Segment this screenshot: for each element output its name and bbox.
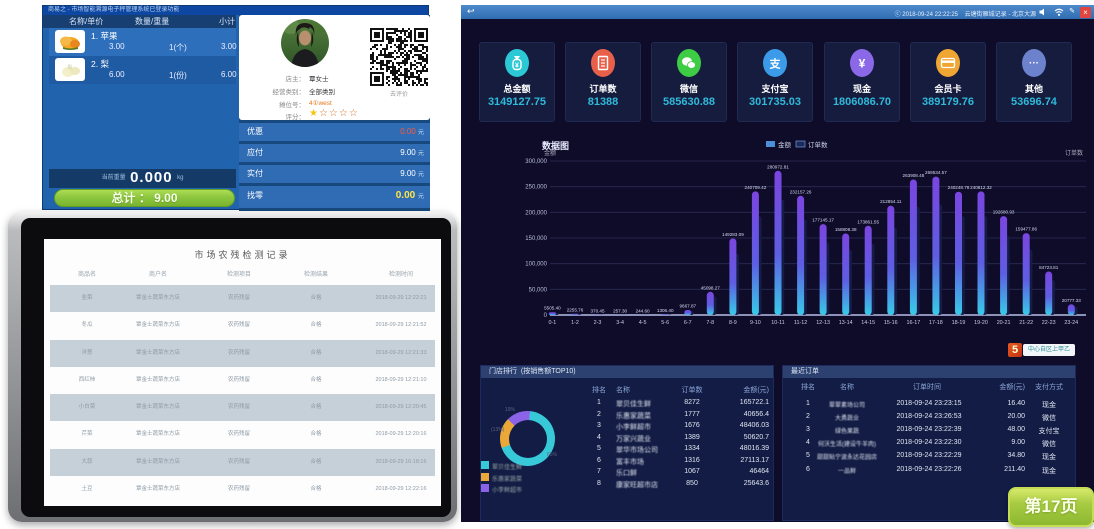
svg-text:23-24: 23-24 (1064, 320, 1078, 326)
svg-text:212854.11: 212854.11 (880, 199, 902, 204)
svg-text:13-14: 13-14 (839, 320, 853, 326)
svg-text:16-17: 16-17 (907, 320, 921, 326)
svg-text:149283.09: 149283.09 (722, 232, 744, 237)
svg-text:7-8: 7-8 (706, 320, 714, 326)
svg-text:5-6: 5-6 (661, 320, 669, 326)
svg-text:梨: 梨 (67, 64, 72, 71)
svg-text:¥: ¥ (515, 63, 519, 70)
svg-text:50,000: 50,000 (529, 287, 548, 293)
svg-text:192680.93: 192680.93 (993, 210, 1015, 215)
svg-text:金额: 金额 (778, 140, 792, 149)
svg-text:21-22: 21-22 (1019, 320, 1033, 326)
svg-text:2255.76: 2255.76 (567, 307, 584, 312)
svg-text:232157.26: 232157.26 (790, 189, 812, 194)
svg-text:1306.40: 1306.40 (657, 308, 674, 313)
svg-text:158808.38: 158808.38 (835, 227, 857, 232)
svg-text:280972.81: 280972.81 (767, 164, 789, 169)
svg-text:240248.78: 240248.78 (948, 185, 970, 190)
svg-text:100,000: 100,000 (525, 262, 547, 268)
svg-text:15-16: 15-16 (884, 320, 898, 326)
svg-text:8-9: 8-9 (729, 320, 737, 326)
svg-text:177145.17: 177145.17 (812, 218, 834, 223)
svg-text:300,000: 300,000 (525, 159, 547, 165)
svg-text:14-15: 14-15 (861, 320, 875, 326)
svg-text:159477.86: 159477.86 (1015, 227, 1037, 232)
svg-text:订单数: 订单数 (808, 140, 828, 149)
svg-text:1-2: 1-2 (571, 320, 579, 326)
svg-text:20-21: 20-21 (997, 320, 1011, 326)
svg-text:240709.42: 240709.42 (745, 185, 767, 190)
svg-text:¥: ¥ (859, 57, 866, 71)
svg-text:18-19: 18-19 (952, 320, 966, 326)
svg-text:4-5: 4-5 (639, 320, 647, 326)
svg-text:22-23: 22-23 (1042, 320, 1056, 326)
svg-text:11-12: 11-12 (794, 320, 807, 326)
svg-text:257.30: 257.30 (613, 308, 627, 313)
svg-text:金额: 金额 (544, 149, 556, 157)
svg-text:9667.87: 9667.87 (679, 304, 696, 309)
svg-text:244.60: 244.60 (636, 308, 650, 313)
svg-text:6-7: 6-7 (684, 320, 692, 326)
svg-text:0-1: 0-1 (549, 320, 557, 326)
svg-text:10-11: 10-11 (771, 320, 784, 326)
svg-text:370.45: 370.45 (590, 308, 604, 313)
svg-text:17-18: 17-18 (929, 320, 943, 326)
svg-text:173861.55: 173861.55 (857, 219, 879, 224)
svg-text:9-10: 9-10 (750, 320, 761, 326)
svg-text:84723.81: 84723.81 (1039, 265, 1059, 270)
svg-text:150,000: 150,000 (525, 236, 547, 242)
svg-text:263908.48: 263908.48 (903, 173, 925, 178)
svg-text:19-20: 19-20 (974, 320, 988, 326)
svg-text:240812.32: 240812.32 (970, 185, 992, 190)
svg-text:5505.40: 5505.40 (544, 306, 561, 311)
svg-text:0: 0 (544, 313, 548, 319)
svg-text:数据图: 数据图 (542, 140, 569, 151)
svg-text:支: 支 (769, 57, 782, 71)
svg-text:订单数: 订单数 (1065, 149, 1083, 157)
svg-text:200,000: 200,000 (525, 210, 547, 216)
svg-text:3-4: 3-4 (616, 320, 624, 326)
svg-text:45098.27: 45098.27 (701, 285, 721, 290)
svg-text:2-3: 2-3 (594, 320, 602, 326)
svg-text:···: ··· (1029, 58, 1039, 69)
svg-text:20777.33: 20777.33 (1062, 298, 1082, 303)
svg-text:269534.57: 269534.57 (925, 170, 947, 175)
svg-text:12-13: 12-13 (816, 320, 830, 326)
svg-text:250,000: 250,000 (525, 185, 547, 191)
